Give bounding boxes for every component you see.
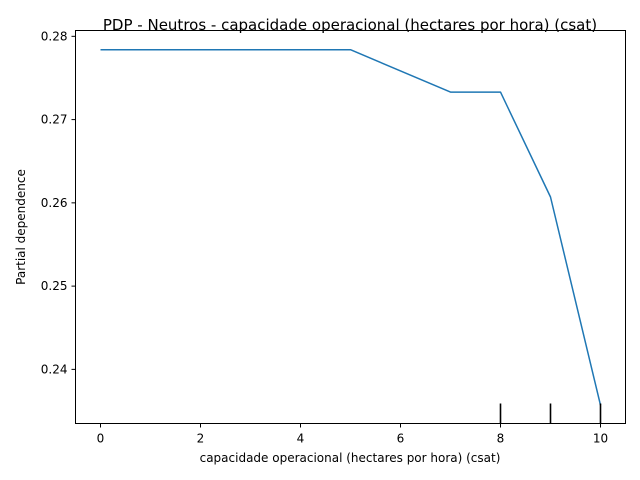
- x-axis: 0 2 4 6 8 10: [97, 423, 608, 446]
- chart-title: PDP - Neutros - capacidade operacional (…: [103, 16, 597, 34]
- x-tick-label: 10: [593, 432, 608, 446]
- x-axis-label: capacidade operacional (hectares por hor…: [200, 451, 501, 465]
- axes-frame: [75, 30, 626, 424]
- y-tick-label: 0.26: [41, 196, 68, 210]
- x-tick-label: 6: [397, 432, 405, 446]
- y-tick-label: 0.28: [41, 29, 68, 43]
- x-tick-label: 0: [97, 432, 105, 446]
- y-tick-label: 0.25: [41, 279, 68, 293]
- y-tick-label: 0.27: [41, 113, 68, 127]
- x-tick-label: 8: [497, 432, 505, 446]
- y-tick-label: 0.24: [41, 362, 68, 376]
- x-tick-label: 2: [197, 432, 205, 446]
- x-tick-label: 4: [297, 432, 305, 446]
- y-axis: 0.24 0.25 0.26 0.27 0.28: [41, 29, 76, 376]
- y-axis-label: Partial dependence: [14, 169, 28, 285]
- series-line-0: [100, 48, 602, 406]
- plot-area: [100, 48, 602, 424]
